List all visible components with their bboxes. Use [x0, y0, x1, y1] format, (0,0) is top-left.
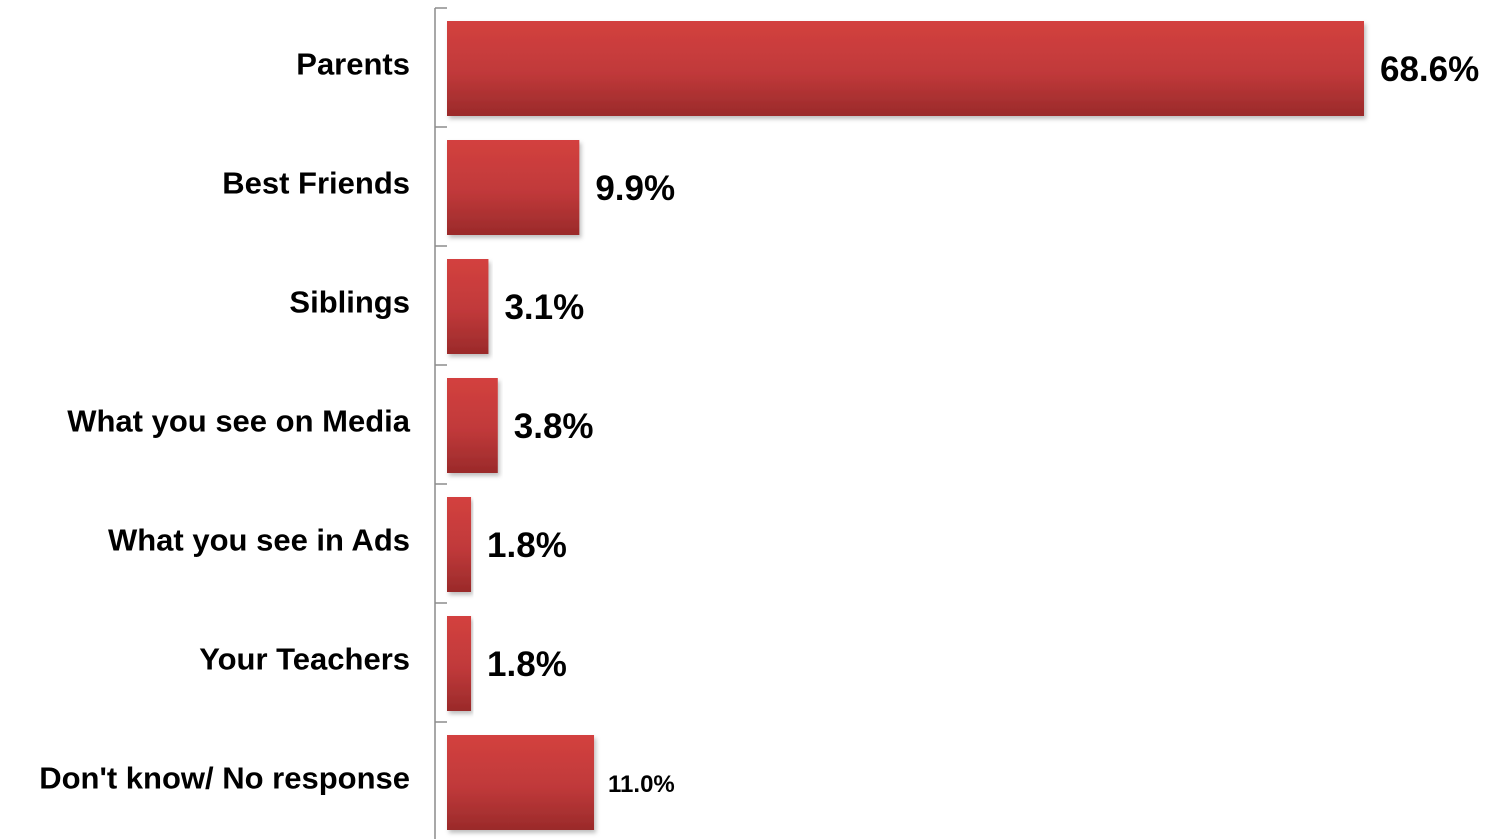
category-label: What you see in Ads	[108, 523, 410, 558]
bar	[447, 616, 472, 711]
bar	[447, 21, 1364, 116]
category-axis	[434, 7, 447, 839]
bar	[447, 378, 498, 473]
labels: Parents 68.6% Best Friends 9.9% Siblings 3.1%…	[39, 47, 1479, 798]
category-label: Your Teachers	[199, 642, 410, 677]
bars	[447, 21, 1364, 830]
bar	[447, 140, 580, 235]
bar	[447, 497, 472, 592]
category-label: What you see on Media	[67, 404, 411, 439]
category-label: Best Friends	[222, 166, 410, 201]
data-label: 3.1%	[504, 288, 584, 327]
category-label: Siblings	[289, 285, 410, 320]
category-label: Parents	[296, 47, 410, 82]
data-label: 11.0%	[608, 771, 675, 798]
data-label: 9.9%	[595, 169, 675, 208]
category-label: Don't know/ No response	[39, 761, 410, 796]
data-label: 68.6%	[1380, 50, 1479, 89]
data-label: 1.8%	[487, 645, 567, 684]
bar	[447, 259, 489, 354]
bar	[447, 735, 595, 830]
data-label: 1.8%	[487, 526, 567, 565]
data-label: 3.8%	[514, 407, 594, 446]
